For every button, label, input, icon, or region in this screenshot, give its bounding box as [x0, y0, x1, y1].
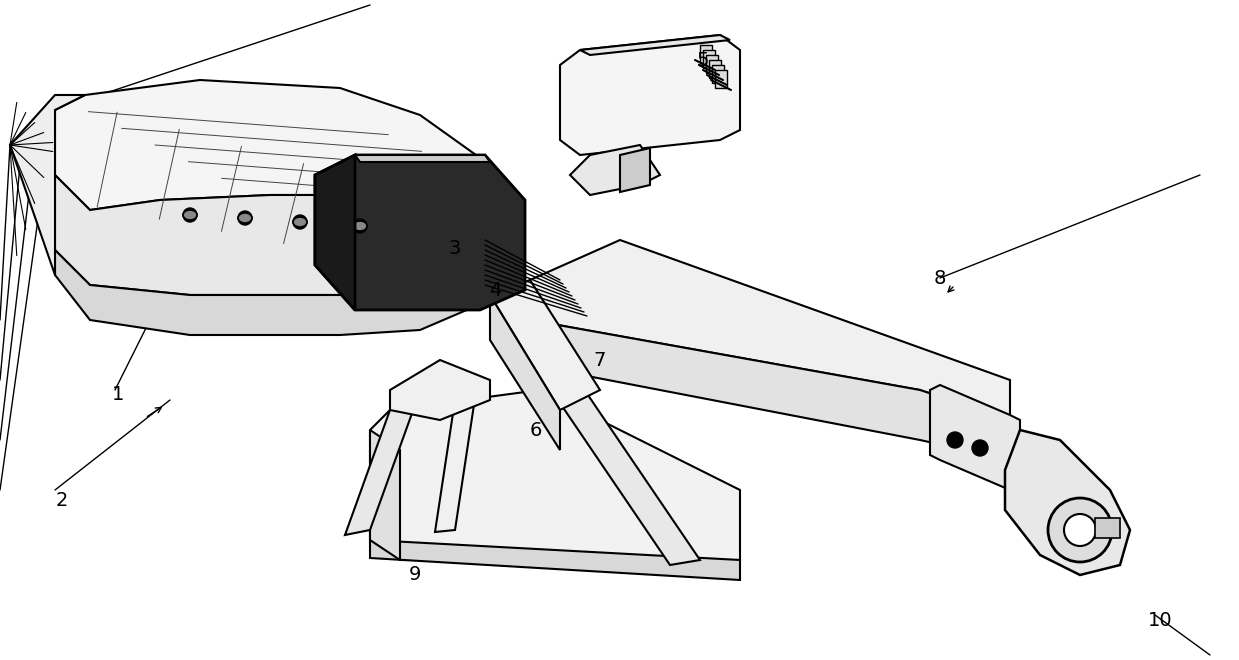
- Text: 10: 10: [1147, 610, 1172, 630]
- Polygon shape: [356, 155, 489, 162]
- Ellipse shape: [353, 221, 367, 231]
- Polygon shape: [489, 280, 600, 410]
- Text: 1: 1: [112, 385, 124, 405]
- Polygon shape: [10, 95, 85, 275]
- Bar: [700, 45, 712, 63]
- Circle shape: [183, 208, 197, 222]
- Polygon shape: [435, 398, 475, 532]
- Text: 5: 5: [696, 51, 709, 69]
- Polygon shape: [390, 360, 489, 420]
- Bar: [709, 60, 721, 78]
- Polygon shape: [55, 80, 489, 210]
- Ellipse shape: [292, 217, 307, 227]
- Circle shape: [947, 432, 963, 448]
- Polygon shape: [489, 295, 560, 450]
- Ellipse shape: [238, 213, 252, 223]
- Circle shape: [292, 215, 307, 229]
- Circle shape: [973, 440, 987, 456]
- Text: 2: 2: [56, 490, 68, 510]
- Polygon shape: [55, 250, 489, 335]
- Polygon shape: [315, 155, 356, 310]
- Text: 8: 8: [934, 269, 947, 288]
- Bar: [1095, 518, 1120, 538]
- Polygon shape: [344, 405, 415, 535]
- Text: 4: 4: [489, 280, 502, 300]
- Text: 6: 6: [530, 420, 543, 440]
- Polygon shape: [370, 540, 740, 580]
- Polygon shape: [55, 175, 489, 295]
- Polygon shape: [620, 148, 650, 192]
- Text: 7: 7: [593, 350, 606, 370]
- Circle shape: [1048, 498, 1111, 562]
- Bar: [712, 65, 724, 83]
- Text: 9: 9: [409, 566, 421, 585]
- Polygon shape: [489, 295, 700, 565]
- Circle shape: [353, 219, 367, 233]
- Polygon shape: [570, 145, 660, 195]
- Polygon shape: [370, 430, 400, 560]
- Circle shape: [1064, 514, 1097, 546]
- Text: 3: 3: [449, 238, 461, 257]
- Polygon shape: [530, 320, 1010, 460]
- Bar: [715, 70, 727, 88]
- Polygon shape: [560, 35, 740, 155]
- Polygon shape: [315, 155, 525, 310]
- Circle shape: [238, 211, 252, 225]
- Polygon shape: [580, 35, 730, 55]
- Polygon shape: [1005, 430, 1130, 575]
- Polygon shape: [530, 240, 1010, 420]
- Bar: [703, 50, 715, 68]
- Polygon shape: [370, 390, 740, 560]
- Ellipse shape: [183, 210, 197, 220]
- Bar: [706, 55, 717, 73]
- Polygon shape: [930, 385, 1020, 490]
